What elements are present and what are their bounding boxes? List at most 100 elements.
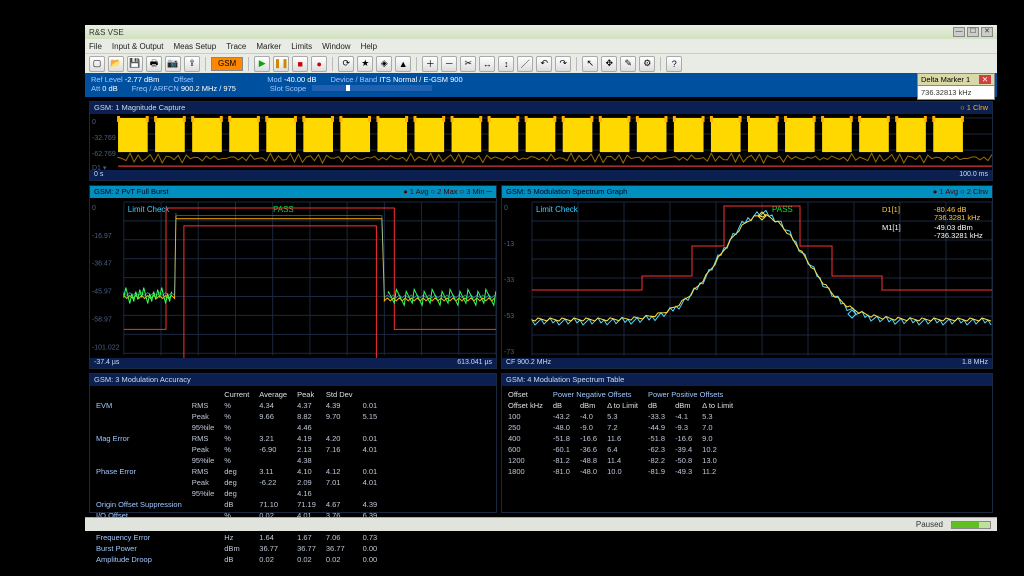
menu-trace[interactable]: Trace xyxy=(226,42,246,51)
close-button[interactable]: ✕ xyxy=(981,27,993,37)
menu-meas[interactable]: Meas Setup xyxy=(173,42,216,51)
delta-marker-title: Delta Marker 1 xyxy=(921,75,970,84)
marker-icon[interactable]: ◈ xyxy=(376,56,392,72)
svg-text:-53: -53 xyxy=(504,313,514,320)
ruler-y-icon[interactable]: ↕ xyxy=(498,56,514,72)
help-icon[interactable]: ? xyxy=(666,56,682,72)
panel-accuracy: GSM: 3 Modulation Accuracy CurrentAverag… xyxy=(89,373,497,513)
toolbar-sep xyxy=(660,57,661,71)
peak-icon[interactable]: ▲ xyxy=(395,56,411,72)
freq-arfcn-value: 900.2 MHz / 975 xyxy=(181,84,236,93)
panel-accuracy-title: GSM: 3 Modulation Accuracy xyxy=(94,374,191,386)
status-progress xyxy=(951,521,991,529)
toolbar-sep xyxy=(205,57,206,71)
accuracy-table: CurrentAveragePeakStd DevEVMRMS%4.344.37… xyxy=(90,386,496,512)
preset-icon[interactable]: ★ xyxy=(357,56,373,72)
titlebar: R&S VSE — ☐ ✕ xyxy=(85,25,997,39)
ruler-x-icon[interactable]: ↔ xyxy=(479,56,495,72)
capture-foot-left: 0 s xyxy=(94,170,103,180)
open-icon[interactable]: 📂 xyxy=(108,56,124,72)
delta-marker-value: 736.32813 kHz xyxy=(917,86,995,100)
pvt-plot[interactable]: 0-16.97-36.47-45.97-58.97-101.022Limit C… xyxy=(90,198,496,359)
svg-text:0: 0 xyxy=(92,119,96,126)
svg-text:-58.97: -58.97 xyxy=(92,316,112,323)
panel-pvt-trace-info: ● 1 Avg ○ 2 Max ○ 3 Min ─ xyxy=(403,186,492,198)
undo-icon[interactable]: ↶ xyxy=(536,56,552,72)
delta-marker-close[interactable]: ✕ xyxy=(979,75,991,84)
svg-text:-13: -13 xyxy=(504,241,514,248)
panel-spectrum-trace-info: ● 1 Avg ○ 2 Clrw xyxy=(933,186,988,198)
menu-window[interactable]: Window xyxy=(322,42,350,51)
panel-spectable: GSM: 4 Modulation Spectrum Table OffsetP… xyxy=(501,373,993,513)
spectrum-foot-left: CF 900.2 MHz xyxy=(506,358,551,368)
cursor-icon[interactable]: ↖ xyxy=(582,56,598,72)
panel-pvt-title: GSM: 2 PvT Full Burst xyxy=(94,186,168,198)
pvt-foot-right: 613.041 µs xyxy=(457,358,492,368)
panel-pvt: GSM: 2 PvT Full Burst ● 1 Avg ○ 2 Max ○ 3… xyxy=(89,185,497,369)
svg-text:Limit Check: Limit Check xyxy=(536,205,579,214)
panel-capture-title: GSM: 1 Magnitude Capture xyxy=(94,102,185,114)
minimize-button[interactable]: — xyxy=(953,27,965,37)
menubar: File Input & Output Meas Setup Trace Mar… xyxy=(85,39,997,53)
toolbar-sep xyxy=(332,57,333,71)
scissors-icon[interactable]: ✂ xyxy=(460,56,476,72)
delta-marker-box[interactable]: Delta Marker 1 ✕ 736.32813 kHz xyxy=(917,73,995,100)
svg-text:0: 0 xyxy=(92,205,96,212)
zoom-in-icon[interactable]: ＋ xyxy=(422,56,438,72)
panel-spectrum-title: GSM: 5 Modulation Spectrum Graph xyxy=(506,186,627,198)
svg-text:0: 0 xyxy=(504,205,508,212)
window-buttons: — ☐ ✕ xyxy=(953,27,993,37)
panel-capture: GSM: 1 Magnitude Capture ○ 1 Clrw 0-32.76… xyxy=(89,101,993,181)
line-icon[interactable]: ／ xyxy=(517,56,533,72)
pause-icon[interactable]: ❚❚ xyxy=(273,56,289,72)
spectrum-foot-right: 1.8 MHz xyxy=(962,358,988,368)
app-window: R&S VSE — ☐ ✕ File Input & Output Meas S… xyxy=(85,25,997,531)
export-icon[interactable]: ⇪ xyxy=(184,56,200,72)
pan-icon[interactable]: ✥ xyxy=(601,56,617,72)
menu-help[interactable]: Help xyxy=(361,42,377,51)
svg-text:M1[1]: M1[1] xyxy=(882,223,901,232)
capture-plot[interactable]: 0-32.769-62.769D1 ▾ xyxy=(90,114,992,172)
record-icon[interactable]: ● xyxy=(311,56,327,72)
panel-spectrum: GSM: 5 Modulation Spectrum Graph ● 1 Avg … xyxy=(501,185,993,369)
new-icon[interactable]: ▢ xyxy=(89,56,105,72)
pvt-foot-left: -37.4 µs xyxy=(94,358,119,368)
toolbar-sep xyxy=(576,57,577,71)
spectrum-plot[interactable]: 0-13-33-53-73Limit CheckPASSD1[1]-80.46 … xyxy=(502,198,992,360)
statusbar: Paused xyxy=(85,517,997,531)
toolbar-sep xyxy=(248,57,249,71)
redo-icon[interactable]: ↷ xyxy=(555,56,571,72)
mode-selector[interactable]: GSM xyxy=(211,57,243,71)
svg-text:-36.47: -36.47 xyxy=(92,261,112,268)
maximize-button[interactable]: ☐ xyxy=(967,27,979,37)
status-state: Paused xyxy=(916,520,943,529)
panel-spectable-title: GSM: 4 Modulation Spectrum Table xyxy=(506,374,624,386)
menu-limits[interactable]: Limits xyxy=(291,42,312,51)
toolbar-sep xyxy=(416,57,417,71)
menu-marker[interactable]: Marker xyxy=(256,42,281,51)
save-icon[interactable]: 💾 xyxy=(127,56,143,72)
svg-text:Limit Check: Limit Check xyxy=(128,205,170,214)
svg-text:-736.3281 kHz: -736.3281 kHz xyxy=(934,231,983,240)
svg-text:-101.022: -101.022 xyxy=(92,344,120,351)
svg-text:-62.769: -62.769 xyxy=(92,151,116,158)
eyedrop-icon[interactable]: ✎ xyxy=(620,56,636,72)
panel-capture-trace-info: ○ 1 Clrw xyxy=(960,102,988,114)
settings-icon[interactable]: ⚙ xyxy=(639,56,655,72)
play-icon[interactable]: ▶ xyxy=(254,56,270,72)
menu-io[interactable]: Input & Output xyxy=(112,42,164,51)
ref-level-value: -2.77 dBm xyxy=(125,75,160,84)
svg-text:-33: -33 xyxy=(504,277,514,284)
slot-scope-scale[interactable] xyxy=(312,85,432,91)
svg-text:-73: -73 xyxy=(504,349,514,356)
svg-text:-45.97: -45.97 xyxy=(92,289,112,296)
workspace: GSM: 1 Magnitude Capture ○ 1 Clrw 0-32.76… xyxy=(85,97,997,517)
capture-foot-right: 100.0 ms xyxy=(959,170,988,180)
zoom-out-icon[interactable]: － xyxy=(441,56,457,72)
stop-icon[interactable]: ■ xyxy=(292,56,308,72)
printer-icon[interactable]: 🖶 xyxy=(146,56,162,72)
menu-file[interactable]: File xyxy=(89,42,102,51)
spectable-table: OffsetPower Negative OffsetsPower Positi… xyxy=(502,386,992,512)
screenshot-icon[interactable]: 📷 xyxy=(165,56,181,72)
autoset-icon[interactable]: ⟳ xyxy=(338,56,354,72)
